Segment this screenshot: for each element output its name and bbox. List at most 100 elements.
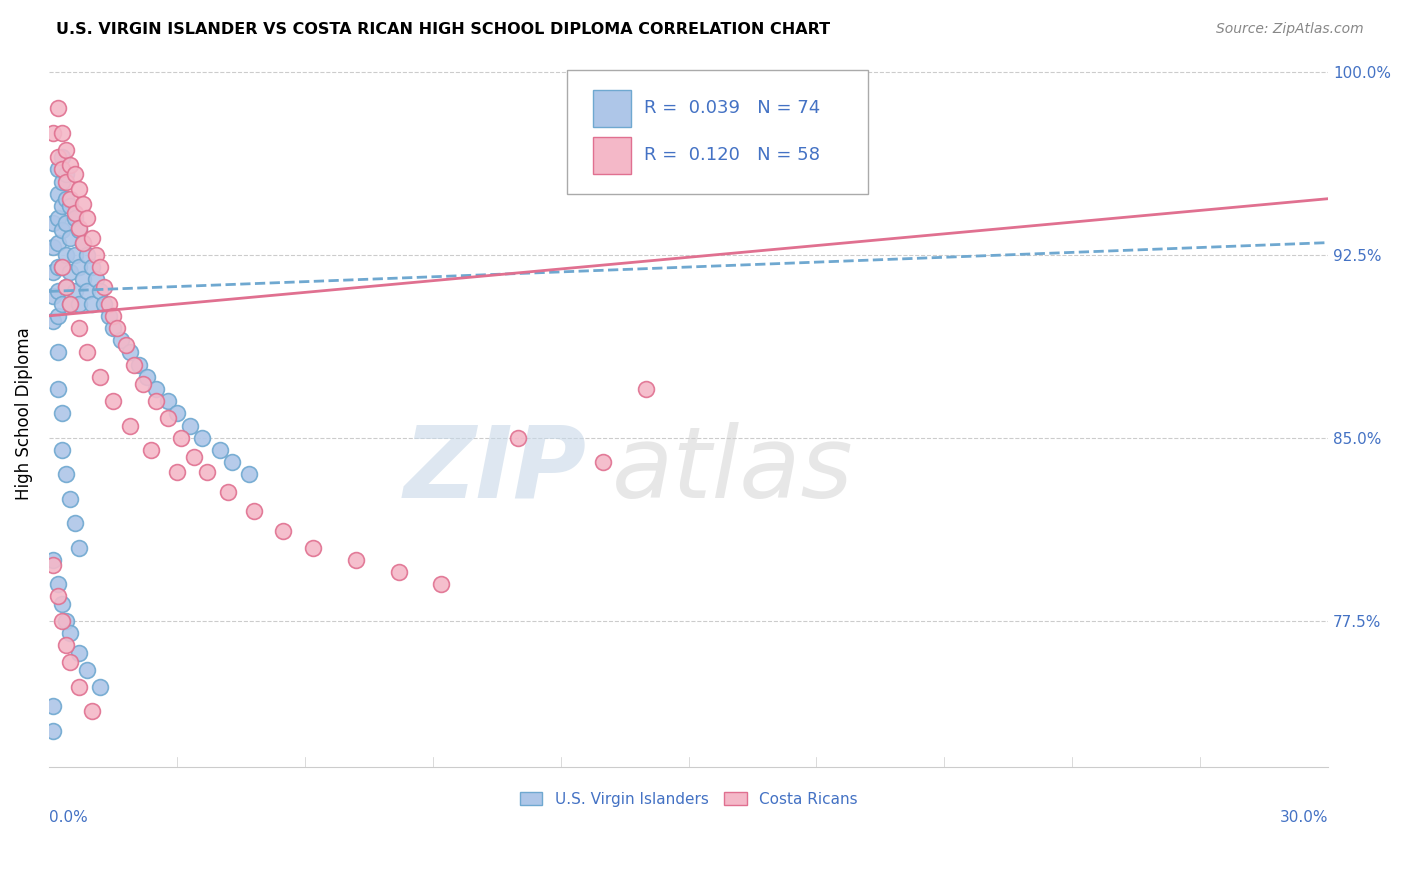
- Point: [430, 577, 453, 591]
- Point: [80, 296, 103, 310]
- Point: [179, 418, 201, 433]
- Point: [59, 296, 82, 310]
- Point: [217, 484, 239, 499]
- Point: [46, 260, 69, 274]
- Point: [72, 235, 94, 250]
- Point: [46, 577, 69, 591]
- Point: [51, 199, 73, 213]
- Text: 30.0%: 30.0%: [1279, 810, 1329, 825]
- Point: [183, 450, 205, 465]
- Text: 0.0%: 0.0%: [49, 810, 87, 825]
- Point: [67, 223, 90, 237]
- Point: [42, 558, 65, 572]
- Point: [89, 260, 111, 274]
- Point: [51, 260, 73, 274]
- Point: [42, 265, 65, 279]
- Text: atlas: atlas: [612, 422, 853, 518]
- Text: Source: ZipAtlas.com: Source: ZipAtlas.com: [1216, 22, 1364, 37]
- Point: [122, 358, 145, 372]
- Point: [63, 516, 86, 531]
- Point: [191, 431, 214, 445]
- Point: [55, 175, 77, 189]
- Point: [89, 285, 111, 299]
- Point: [46, 345, 69, 359]
- Point: [72, 196, 94, 211]
- Point: [63, 248, 86, 262]
- Point: [72, 272, 94, 286]
- Point: [89, 680, 111, 694]
- Bar: [592, 90, 631, 127]
- Point: [76, 663, 98, 677]
- Point: [59, 491, 82, 506]
- Point: [42, 723, 65, 738]
- Point: [101, 309, 124, 323]
- Point: [63, 167, 86, 181]
- Point: [67, 260, 90, 274]
- Point: [63, 211, 86, 226]
- Point: [195, 465, 218, 479]
- Y-axis label: High School Diploma: High School Diploma: [15, 327, 32, 500]
- Point: [67, 296, 90, 310]
- Point: [67, 321, 90, 335]
- Text: U.S. VIRGIN ISLANDER VS COSTA RICAN HIGH SCHOOL DIPLOMA CORRELATION CHART: U.S. VIRGIN ISLANDER VS COSTA RICAN HIGH…: [56, 22, 831, 37]
- Point: [97, 296, 120, 310]
- Point: [84, 272, 107, 286]
- Text: R =  0.039   N = 74: R = 0.039 N = 74: [644, 99, 820, 117]
- Point: [208, 443, 231, 458]
- Point: [238, 467, 260, 482]
- Point: [51, 296, 73, 310]
- Point: [46, 211, 69, 226]
- Point: [59, 192, 82, 206]
- Point: [128, 358, 150, 372]
- Point: [170, 431, 193, 445]
- Point: [110, 333, 132, 347]
- Point: [46, 186, 69, 201]
- Point: [46, 382, 69, 396]
- Point: [80, 231, 103, 245]
- Point: [344, 553, 367, 567]
- Point: [118, 345, 141, 359]
- Point: [59, 626, 82, 640]
- Point: [93, 296, 115, 310]
- Point: [55, 216, 77, 230]
- Point: [51, 597, 73, 611]
- Point: [46, 235, 69, 250]
- Point: [51, 406, 73, 420]
- Point: [46, 150, 69, 164]
- Point: [84, 248, 107, 262]
- Point: [42, 240, 65, 254]
- Point: [67, 646, 90, 660]
- Point: [141, 443, 163, 458]
- Point: [51, 260, 73, 274]
- Point: [76, 345, 98, 359]
- Point: [55, 248, 77, 262]
- Point: [76, 248, 98, 262]
- Point: [67, 221, 90, 235]
- Point: [76, 285, 98, 299]
- Point: [51, 223, 73, 237]
- Point: [72, 235, 94, 250]
- Point: [55, 467, 77, 482]
- Point: [42, 216, 65, 230]
- Point: [80, 704, 103, 718]
- Point: [46, 309, 69, 323]
- Point: [67, 182, 90, 196]
- FancyBboxPatch shape: [567, 70, 868, 194]
- Point: [157, 411, 180, 425]
- Point: [63, 285, 86, 299]
- Point: [506, 431, 529, 445]
- Point: [51, 175, 73, 189]
- Point: [42, 553, 65, 567]
- Point: [51, 150, 73, 164]
- Point: [55, 614, 77, 628]
- Point: [634, 382, 657, 396]
- Point: [388, 565, 411, 579]
- Point: [55, 279, 77, 293]
- Point: [42, 289, 65, 303]
- Point: [166, 406, 188, 420]
- Text: R =  0.120   N = 58: R = 0.120 N = 58: [644, 146, 820, 164]
- Point: [97, 309, 120, 323]
- Point: [93, 279, 115, 293]
- Point: [46, 102, 69, 116]
- Point: [145, 382, 167, 396]
